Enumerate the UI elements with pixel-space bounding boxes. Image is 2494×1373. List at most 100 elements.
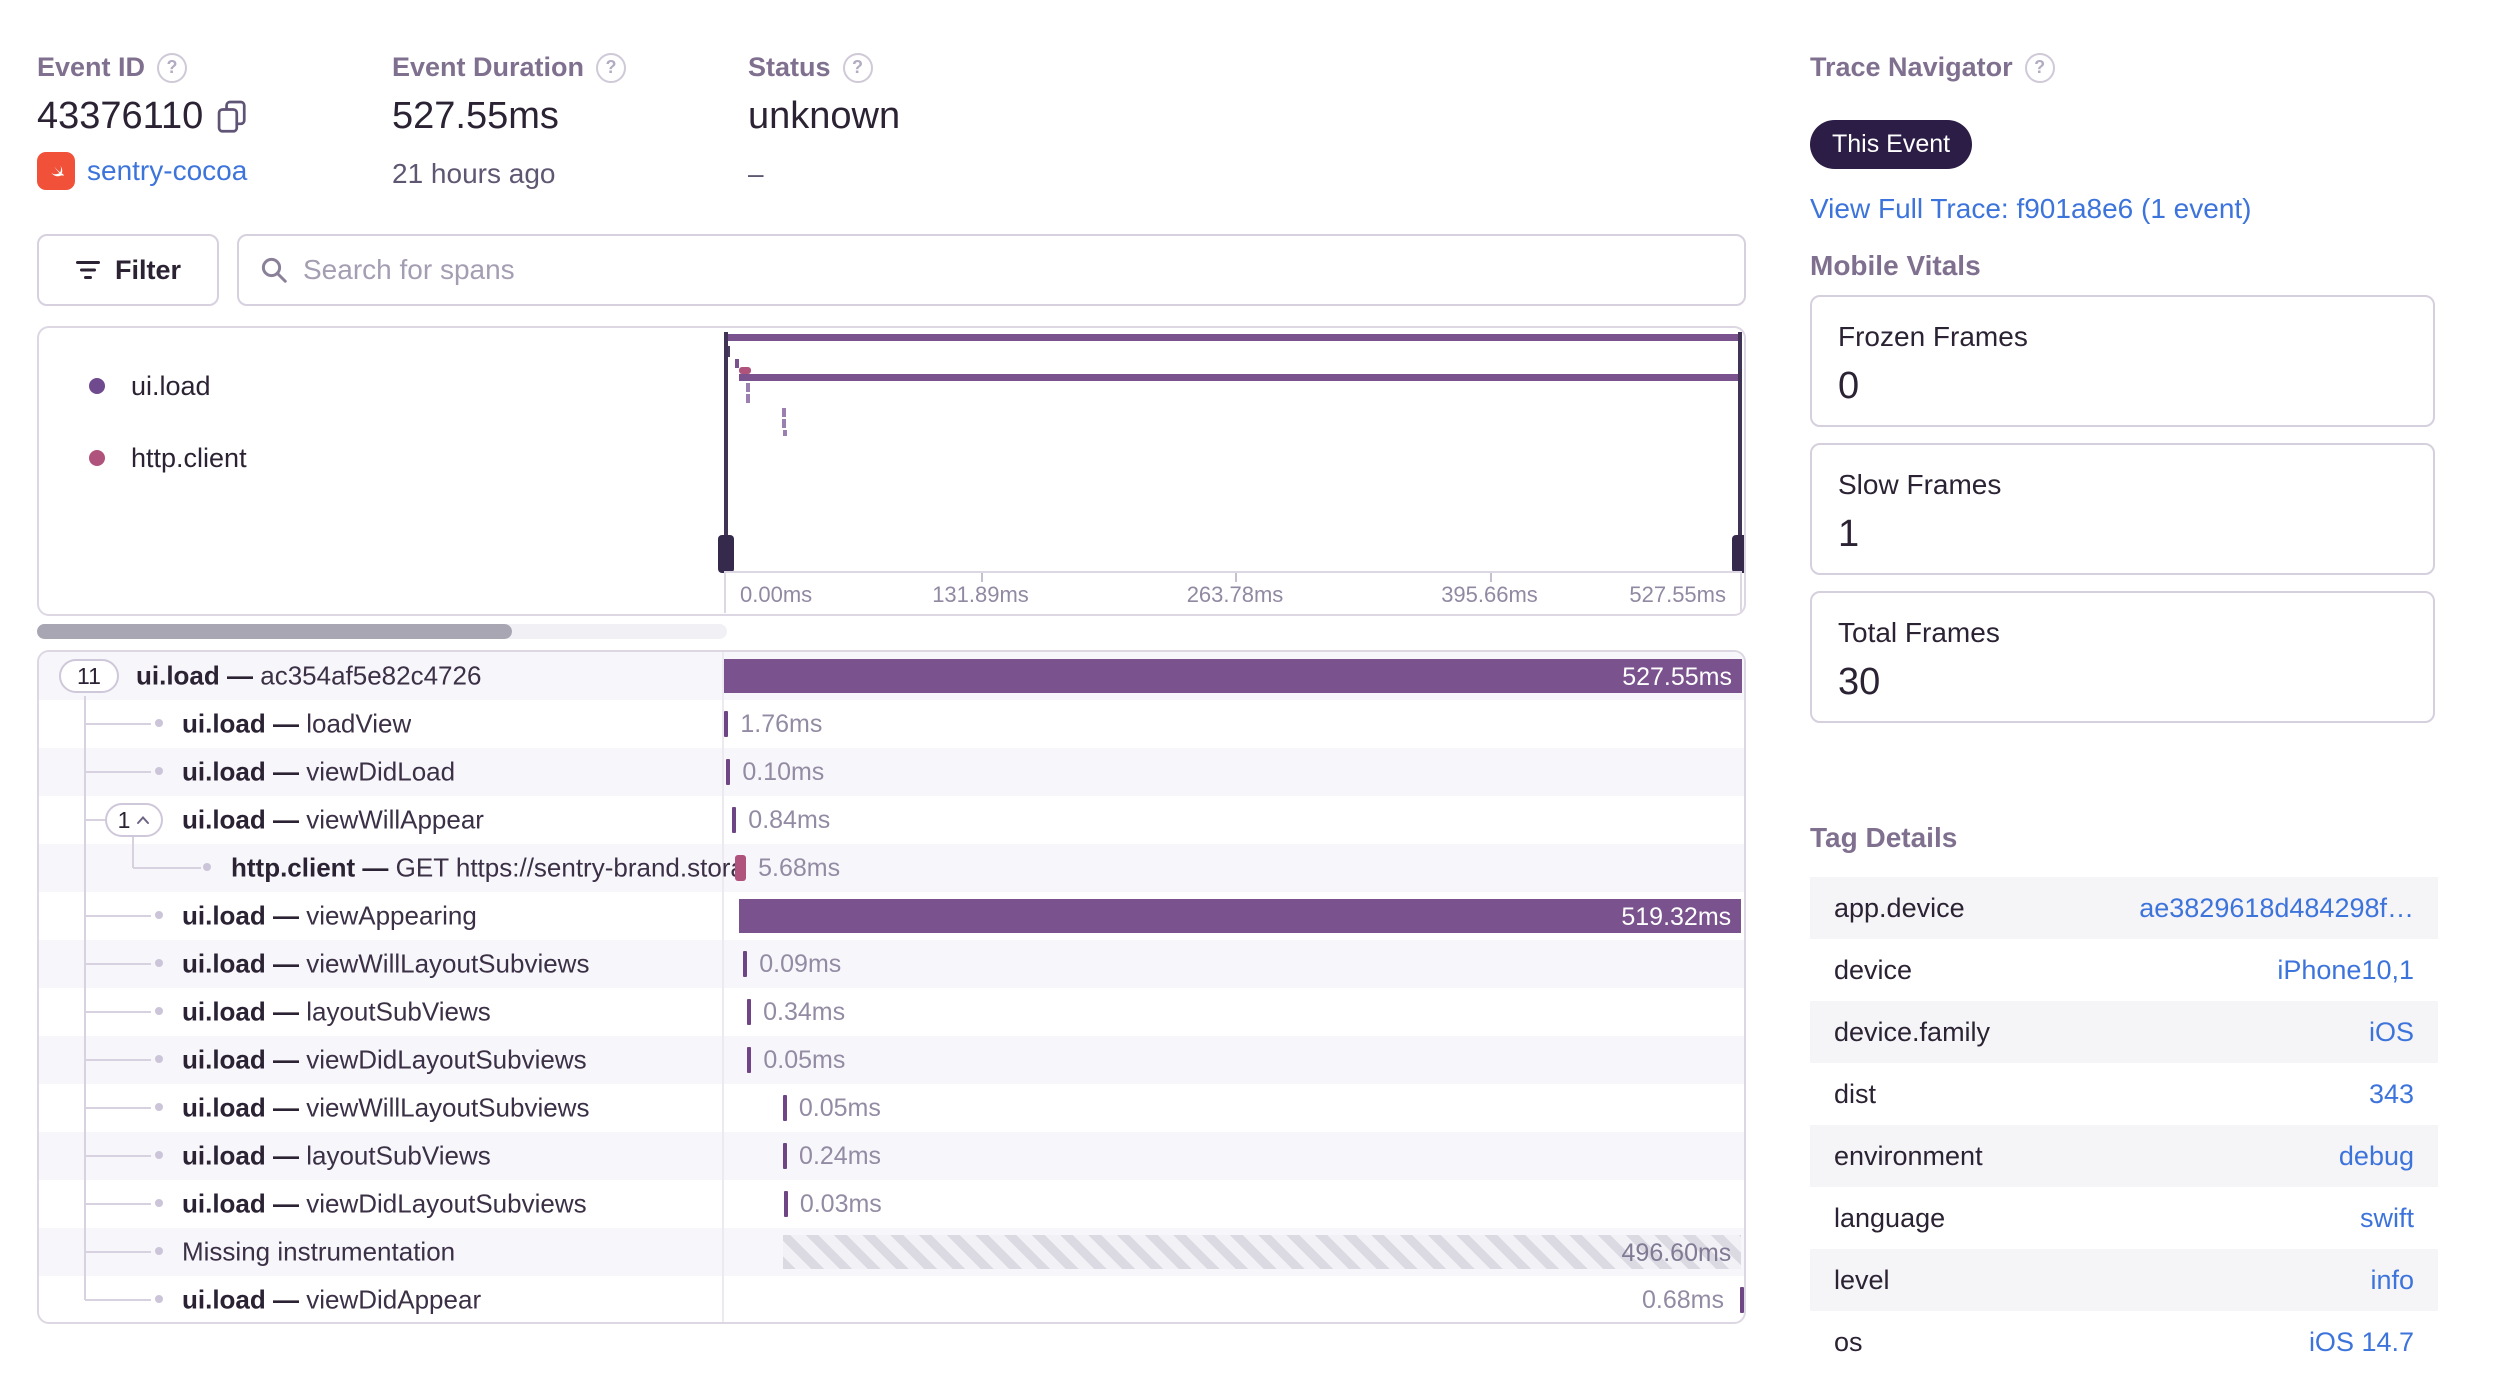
tree-connector: [85, 1155, 151, 1157]
tag-value-link[interactable]: iOS 14.7: [2308, 1326, 2414, 1357]
help-icon[interactable]: ?: [157, 52, 188, 83]
tag-row-language: language swift: [1810, 1187, 2438, 1249]
help-icon[interactable]: ?: [596, 52, 627, 83]
tag-row-device-family: device.family iOS: [1810, 1001, 2438, 1063]
span-row-viewdidlayoutsubviews[interactable]: ui.load — viewDidLayoutSubviews 0.03ms: [39, 1180, 1744, 1228]
tag-value-link[interactable]: ae3829618d484298f…: [2139, 892, 2414, 923]
event-age: 21 hours ago: [392, 158, 556, 189]
status-label-text: Status: [748, 52, 831, 82]
tag-row-app-device: app.device ae3829618d484298f…: [1810, 877, 2438, 939]
minimap-left-handle[interactable]: [718, 535, 734, 573]
status-value: unknown: [748, 95, 901, 137]
span-row-get-https-sentry-brand-stora[interactable]: http.client — GET https://sentry-brand.s…: [39, 844, 1744, 892]
tag-value-link[interactable]: 343: [2368, 1078, 2414, 1109]
mobile-vitals-heading: Mobile Vitals: [1810, 250, 1981, 281]
copy-icon[interactable]: [217, 100, 247, 134]
span-duration-label: 519.32ms: [1621, 903, 1732, 931]
help-icon[interactable]: ?: [842, 52, 873, 83]
column-divider: [722, 700, 724, 748]
span-row-viewwilllayoutsubviews[interactable]: ui.load — viewWillLayoutSubviews 0.05ms: [39, 1084, 1744, 1132]
minimap-span: [726, 346, 730, 357]
trace-navigator-label-text: Trace Navigator: [1810, 52, 2013, 82]
search-input[interactable]: [303, 254, 1724, 286]
span-tick: [747, 999, 752, 1025]
project-link[interactable]: sentry-cocoa: [87, 155, 248, 186]
span-description: ui.load — viewWillLayoutSubviews: [182, 948, 590, 979]
minimap-span: [724, 334, 1742, 341]
help-icon[interactable]: ?: [2024, 52, 2055, 83]
tree-connector: [85, 963, 151, 965]
span-duration-label: 0.10ms: [742, 758, 825, 786]
span-description: ui.load — viewDidLoad: [182, 756, 456, 787]
span-row-viewwilllayoutsubviews[interactable]: ui.load — viewWillLayoutSubviews 0.09ms: [39, 940, 1744, 988]
event-id-number: 43376110: [37, 95, 204, 137]
span-row-ac354af5e82c4726[interactable]: 11 ui.load — ac354af5e82c4726 527.55ms: [39, 652, 1744, 700]
span-children-badge[interactable]: 11: [59, 659, 119, 693]
span-row-missing-instrumentation[interactable]: Missing instrumentation 496.60ms: [39, 1228, 1744, 1276]
span-tick: [783, 1143, 788, 1169]
span-children-badge[interactable]: 1: [105, 803, 163, 837]
span-row-viewappearing[interactable]: ui.load — viewAppearing 519.32ms: [39, 892, 1744, 940]
column-divider: [722, 1228, 724, 1276]
trace-minimap[interactable]: 0.00ms 131.89ms 263.78ms 395.66ms 527.55ms: [718, 328, 1744, 614]
event-duration-label-text: Event Duration: [392, 52, 585, 82]
span-row-layoutsubviews[interactable]: ui.load — layoutSubViews 0.24ms: [39, 1132, 1744, 1180]
minimap-span: [783, 430, 787, 436]
legend-op: http.client: [131, 442, 247, 473]
span-search: [237, 234, 1746, 306]
vital-value: 30: [1838, 661, 1881, 703]
minimap-span: [782, 419, 786, 428]
span-description: ui.load — loadView: [182, 708, 412, 739]
chevron-up-icon: [137, 816, 150, 824]
vital-label: Frozen Frames: [1838, 321, 2028, 352]
span-row-layoutsubviews[interactable]: ui.load — layoutSubViews 0.34ms: [39, 988, 1744, 1036]
tree-connector-dot: [155, 959, 163, 967]
filter-button-label: Filter: [114, 254, 181, 285]
scrollbar-thumb[interactable]: [37, 624, 512, 639]
span-description: ui.load — viewAppearing: [182, 900, 477, 931]
span-tree-panel: 11 ui.load — ac354af5e82c4726 527.55ms ui…: [37, 650, 1746, 1324]
tree-connector: [85, 1107, 151, 1109]
tag-value-link[interactable]: iPhone10,1: [2277, 954, 2414, 985]
span-row-viewdidload[interactable]: ui.load — viewDidLoad 0.10ms: [39, 748, 1744, 796]
tag-value-link[interactable]: iOS: [2368, 1016, 2414, 1047]
column-divider: [722, 844, 724, 892]
filter-button[interactable]: Filter: [37, 234, 219, 306]
span-description: ui.load — viewWillLayoutSubviews: [182, 1092, 590, 1123]
legend-row-ui.load: ui.load522.71ms99%: [39, 362, 722, 410]
span-row-viewdidlayoutsubviews[interactable]: ui.load — viewDidLayoutSubviews 0.05ms: [39, 1036, 1744, 1084]
span-row-viewwillappear[interactable]: 1 ui.load — viewWillAppear 0.84ms: [39, 796, 1744, 844]
tag-row-dist: dist 343: [1810, 1063, 2438, 1125]
minimap-left-boundary[interactable]: [724, 332, 728, 537]
tag-value-link[interactable]: swift: [2360, 1202, 2414, 1233]
tree-connector: [133, 867, 201, 869]
vital-label: Total Frames: [1838, 617, 2000, 648]
span-description: ui.load — viewDidLayoutSubviews: [182, 1044, 587, 1075]
column-divider: [722, 988, 724, 1036]
column-divider: [722, 1084, 724, 1132]
event-id-label: Event ID ?: [37, 52, 188, 83]
span-description: Missing instrumentation: [182, 1236, 456, 1267]
span-tick: [724, 711, 729, 737]
axis-tick-label: 263.78ms: [1186, 582, 1284, 607]
tree-connector-dot: [155, 1103, 163, 1111]
span-tick: [783, 1191, 788, 1217]
axis-tick-label: 131.89ms: [932, 582, 1029, 607]
filter-icon: [75, 261, 100, 279]
tag-value-link[interactable]: debug: [2338, 1140, 2414, 1171]
this-event-badge[interactable]: This Event: [1810, 120, 1973, 169]
tag-key: app.device: [1834, 892, 1965, 923]
span-row-viewdidappear[interactable]: ui.load — viewDidAppear 0.68ms: [39, 1276, 1744, 1322]
span-description: ui.load — viewDidAppear: [182, 1284, 482, 1315]
span-description: ui.load — viewDidLayoutSubviews: [182, 1188, 587, 1219]
minimap-right-handle[interactable]: [1732, 535, 1744, 573]
span-duration-label: 0.24ms: [799, 1142, 882, 1170]
span-duration-label: 0.05ms: [798, 1094, 881, 1122]
minimap-right-boundary[interactable]: [1738, 332, 1742, 537]
view-full-trace-link[interactable]: View Full Trace: f901a8e6 (1 event): [1810, 193, 2252, 224]
span-bar: 519.32ms: [739, 899, 1742, 933]
span-row-loadview[interactable]: ui.load — loadView 1.76ms: [39, 700, 1744, 748]
tree-connector-dot: [155, 1199, 163, 1207]
tag-value-link[interactable]: info: [2370, 1264, 2414, 1295]
span-description: ui.load — layoutSubViews: [182, 1140, 491, 1171]
